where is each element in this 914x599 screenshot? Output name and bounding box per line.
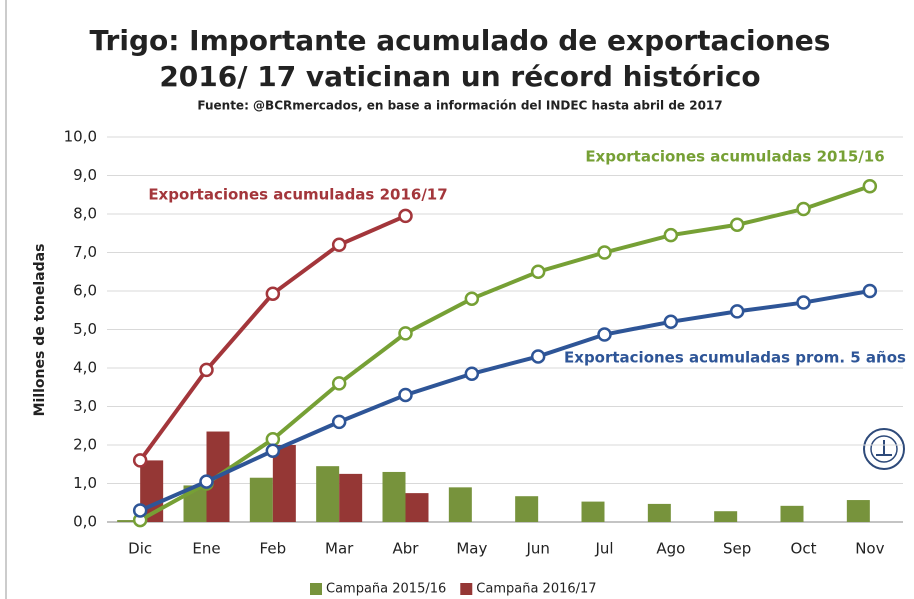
x-tick-label: Feb [260, 540, 287, 558]
line-marker [331, 237, 347, 253]
chart-source: Fuente: @BCRmercados, en base a informac… [197, 99, 722, 113]
line-marker [199, 474, 214, 489]
y-tick-label: 7,0 [73, 243, 97, 261]
bar [448, 487, 472, 522]
line-marker [464, 366, 480, 382]
bar [714, 511, 738, 522]
x-tick-label: Oct [791, 540, 817, 558]
bar [647, 503, 671, 522]
line-marker [663, 227, 679, 243]
line [139, 184, 871, 522]
y-tick-label: 0,0 [73, 513, 97, 531]
x-tick-label: Sep [723, 540, 751, 558]
line-marker [796, 295, 811, 310]
line-marker [530, 349, 546, 364]
chart-subtitle: 2016/ 17 vaticinan un récord histórico [159, 60, 760, 93]
y-tick-label: 4,0 [73, 359, 97, 377]
line-marker [132, 453, 148, 468]
line-marker [265, 431, 281, 447]
line-marker [796, 201, 811, 217]
y-axis-label: Millones de toneladas [32, 244, 48, 417]
line-marker [265, 443, 281, 459]
bar [249, 477, 273, 522]
y-tick-label: 9,0 [73, 166, 97, 184]
line-annotation: Exportaciones acumuladas prom. 5 años [564, 349, 906, 367]
x-tick-label: May [456, 540, 487, 558]
line-marker [862, 179, 878, 194]
y-tick-label: 3,0 [73, 397, 97, 415]
line [139, 289, 871, 513]
line-marker [331, 376, 347, 391]
line-marker [663, 314, 679, 330]
bar [316, 466, 340, 522]
bar [780, 505, 804, 522]
line-marker [729, 304, 745, 319]
line-marker [530, 264, 546, 279]
x-tick-label: Ene [192, 540, 220, 558]
line-marker [132, 503, 148, 518]
line-marker [597, 327, 612, 342]
legend-swatch [310, 583, 322, 595]
x-tick-label: Nov [855, 540, 884, 558]
y-tick-label: 6,0 [73, 282, 97, 300]
x-tick-label: Jun [525, 540, 549, 558]
y-tick-label: 2,0 [73, 436, 97, 454]
x-tick-label: Dic [128, 540, 152, 558]
legend-swatch [460, 583, 473, 595]
y-tick-label: 1,0 [73, 474, 97, 492]
line-marker [597, 245, 612, 260]
y-tick-label: 8,0 [73, 205, 97, 223]
y-tick-label: 10,0 [64, 128, 97, 146]
line-marker [398, 387, 413, 403]
line-marker [398, 326, 413, 341]
line-marker [331, 414, 347, 430]
bar [515, 496, 539, 522]
line-marker [265, 286, 281, 301]
bar [339, 473, 363, 522]
logo [863, 428, 905, 470]
x-tick-label: Mar [325, 540, 354, 558]
line-marker [862, 283, 878, 299]
legend-label: Campaña 2015/16 [326, 582, 446, 597]
legend-label: Campaña 2016/17 [476, 582, 596, 597]
bar [846, 500, 870, 522]
bar [382, 471, 406, 522]
bar [405, 493, 429, 522]
line-marker [398, 208, 413, 224]
line-annotation: Exportaciones acumuladas 2016/17 [148, 186, 447, 204]
y-tick-label: 5,0 [73, 320, 97, 338]
line-annotation: Exportaciones acumuladas 2015/16 [585, 148, 884, 166]
x-tick-label: Abr [393, 540, 420, 558]
x-tick-label: Jul [594, 540, 613, 558]
chart-title: Trigo: Importante acumulado de exportaci… [90, 24, 831, 57]
line-marker [464, 291, 480, 306]
line-marker [729, 217, 745, 233]
bar [581, 501, 605, 522]
x-tick-label: Ago [656, 540, 685, 558]
line-marker [199, 362, 214, 378]
bar [272, 445, 296, 522]
bar [117, 520, 141, 522]
